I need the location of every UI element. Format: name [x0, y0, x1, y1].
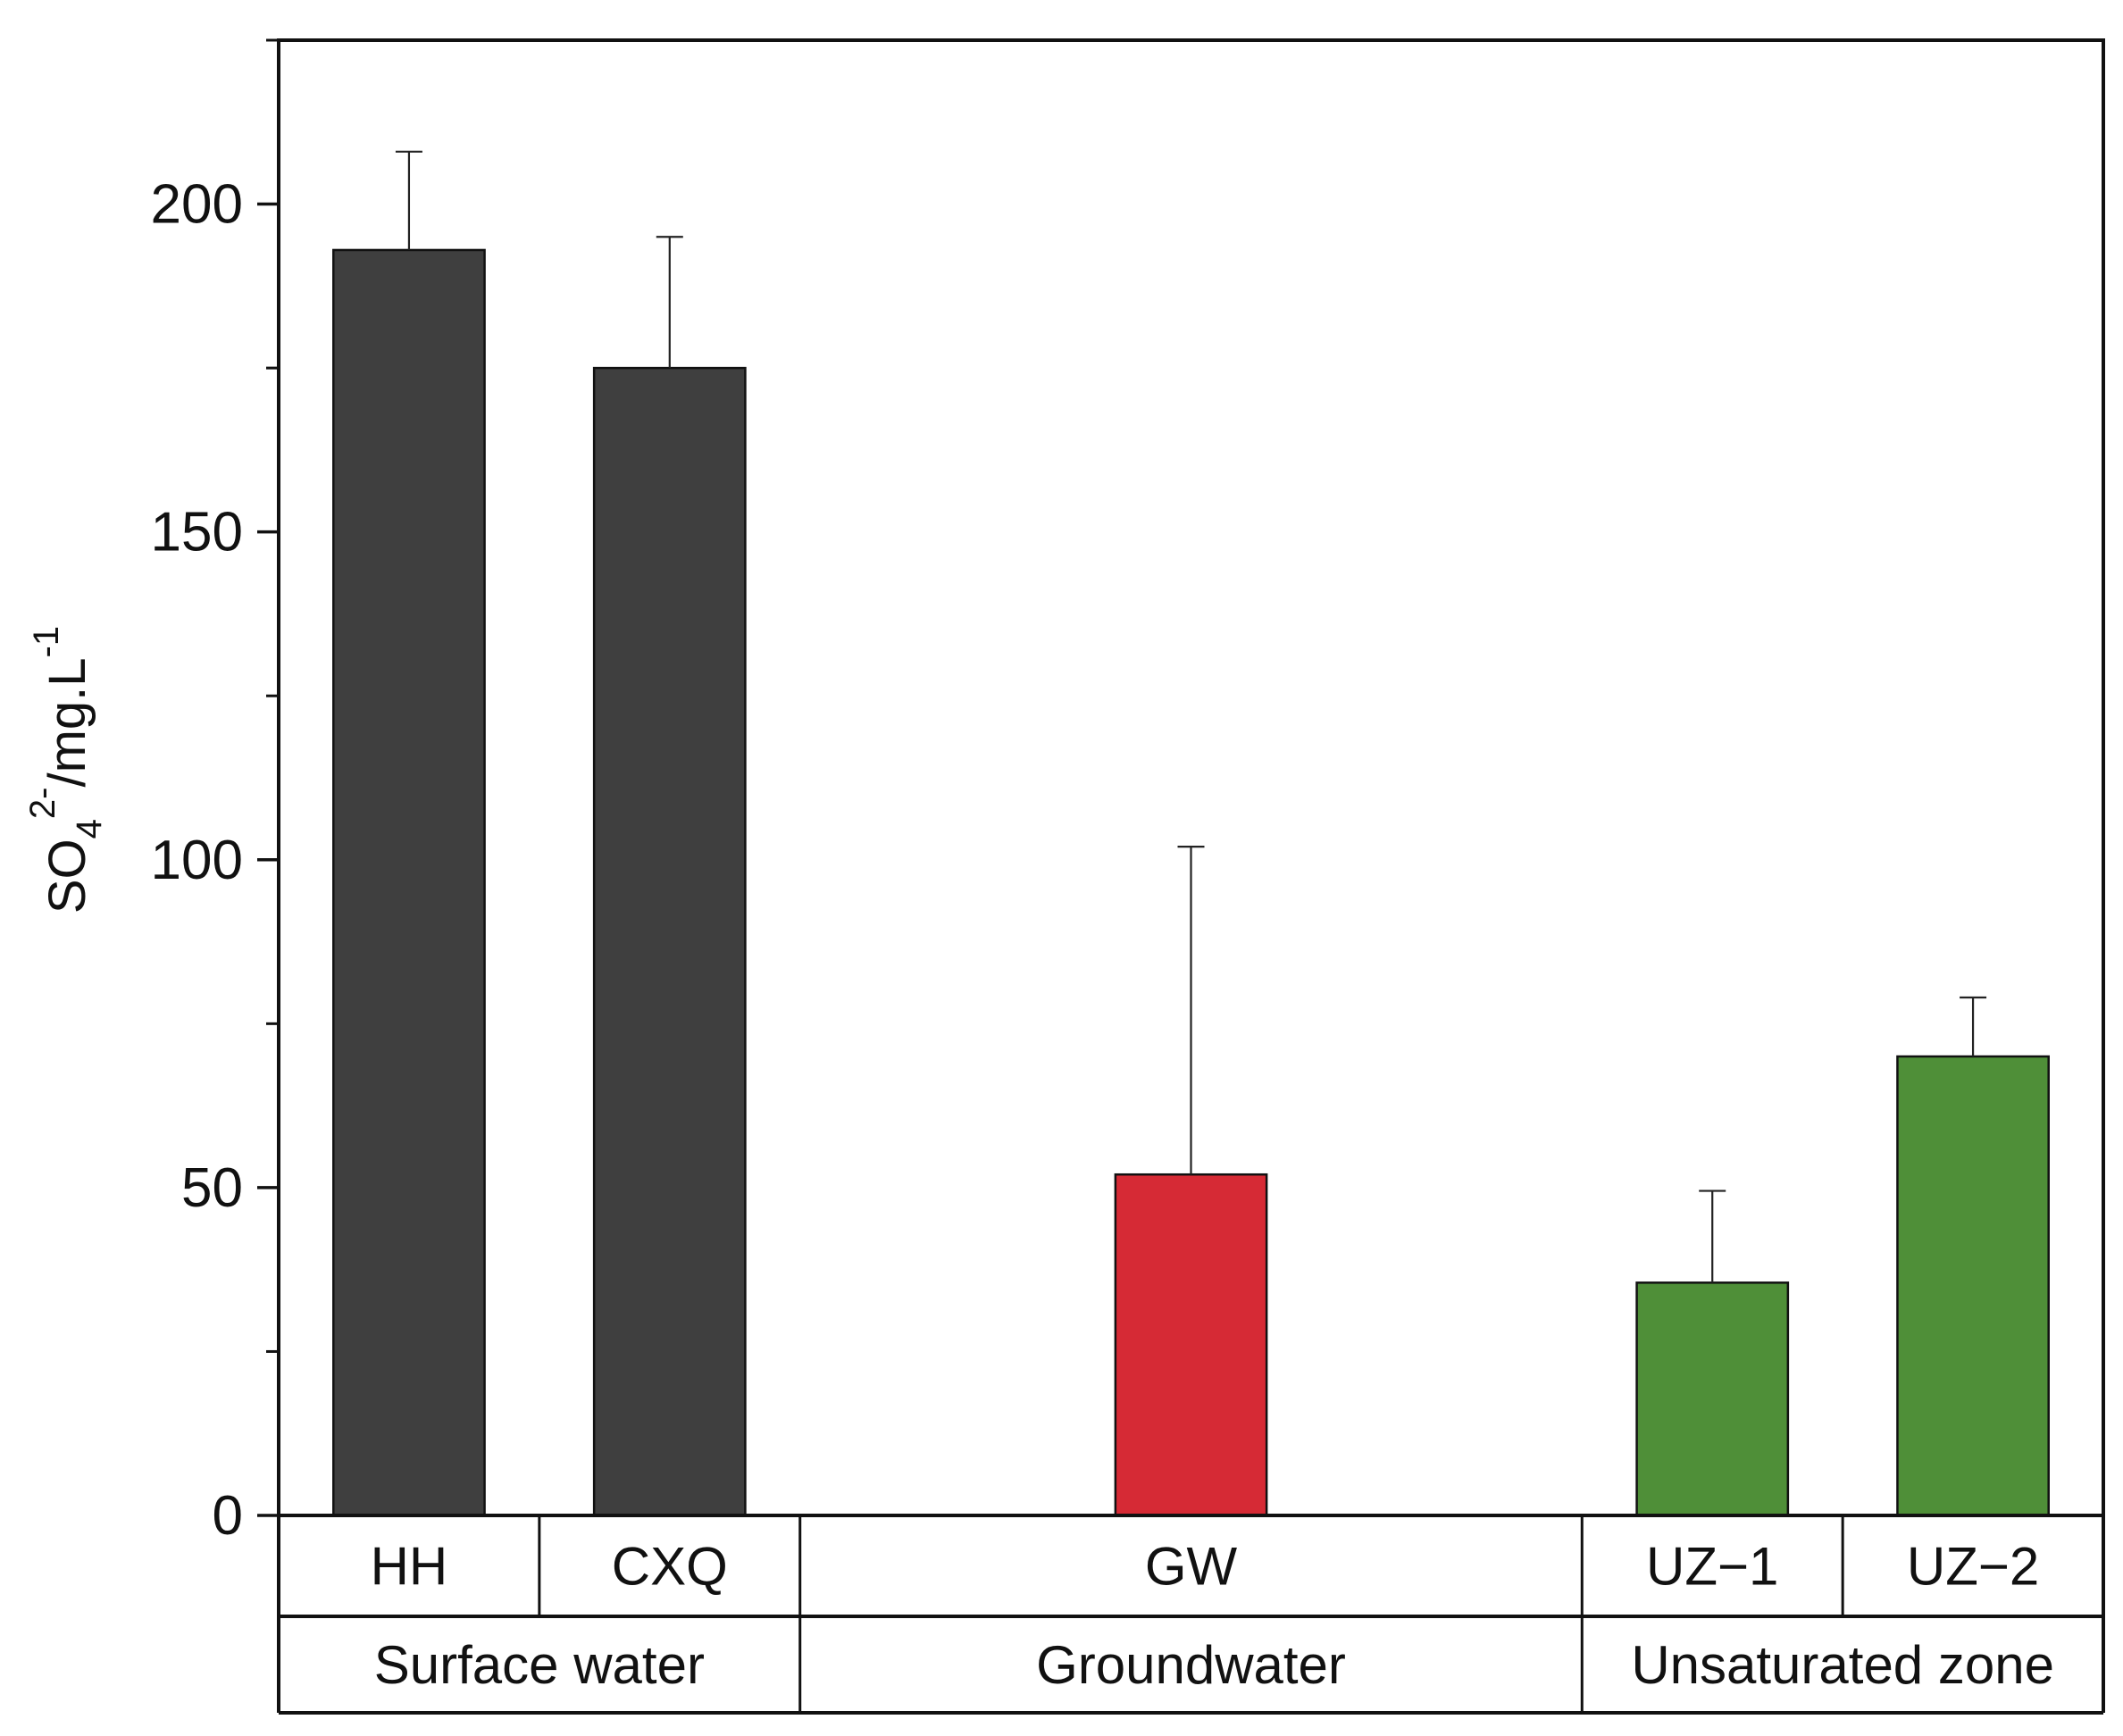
- y-axis-label: SO4 2-/mg.L-1: [23, 626, 109, 914]
- y-axis-label-main: SO: [38, 839, 96, 914]
- y-axis-label-sub: 4: [70, 819, 109, 839]
- axes-layer: [277, 38, 2105, 1517]
- y-axis-label-unit: /mg.L: [38, 657, 96, 787]
- x-group-label: Unsaturated zone: [1631, 1635, 2054, 1695]
- y-tick-label: 0: [213, 1485, 243, 1547]
- bar-uz-2: [1896, 1055, 2050, 1517]
- error-bars-layer: [395, 150, 1987, 1283]
- x-category-label: UZ−2: [1907, 1537, 2039, 1597]
- x-category-label: UZ−1: [1646, 1537, 1778, 1597]
- category-table: HH CXQ GW UZ−1 UZ−2 Surface water Groundwater U…: [277, 1515, 2105, 1715]
- bar-gw: [1114, 1173, 1268, 1517]
- x-group-label: Surface water: [374, 1635, 705, 1695]
- x-category-label: HH: [371, 1537, 448, 1597]
- x-category-label: CXQ: [612, 1537, 728, 1597]
- y-tick-label: 100: [151, 830, 243, 891]
- bar-cxq: [592, 366, 747, 1517]
- plot-frame: [277, 38, 2105, 1517]
- y-axis-label-sup: 2-: [23, 788, 63, 820]
- y-tick-label: 50: [181, 1157, 243, 1219]
- x-category-label: GW: [1145, 1537, 1238, 1597]
- y-ticks-layer: 0 50 100 150 200: [151, 38, 279, 1547]
- bar-uz-1: [1635, 1281, 1790, 1517]
- x-group-label: Groundwater: [1036, 1635, 1346, 1695]
- bar-hh: [332, 248, 486, 1517]
- bars-layer: [332, 248, 2050, 1517]
- y-axis-label-unit-sup: -1: [27, 626, 66, 658]
- y-tick-label: 200: [151, 174, 243, 236]
- y-tick-label: 150: [151, 502, 243, 563]
